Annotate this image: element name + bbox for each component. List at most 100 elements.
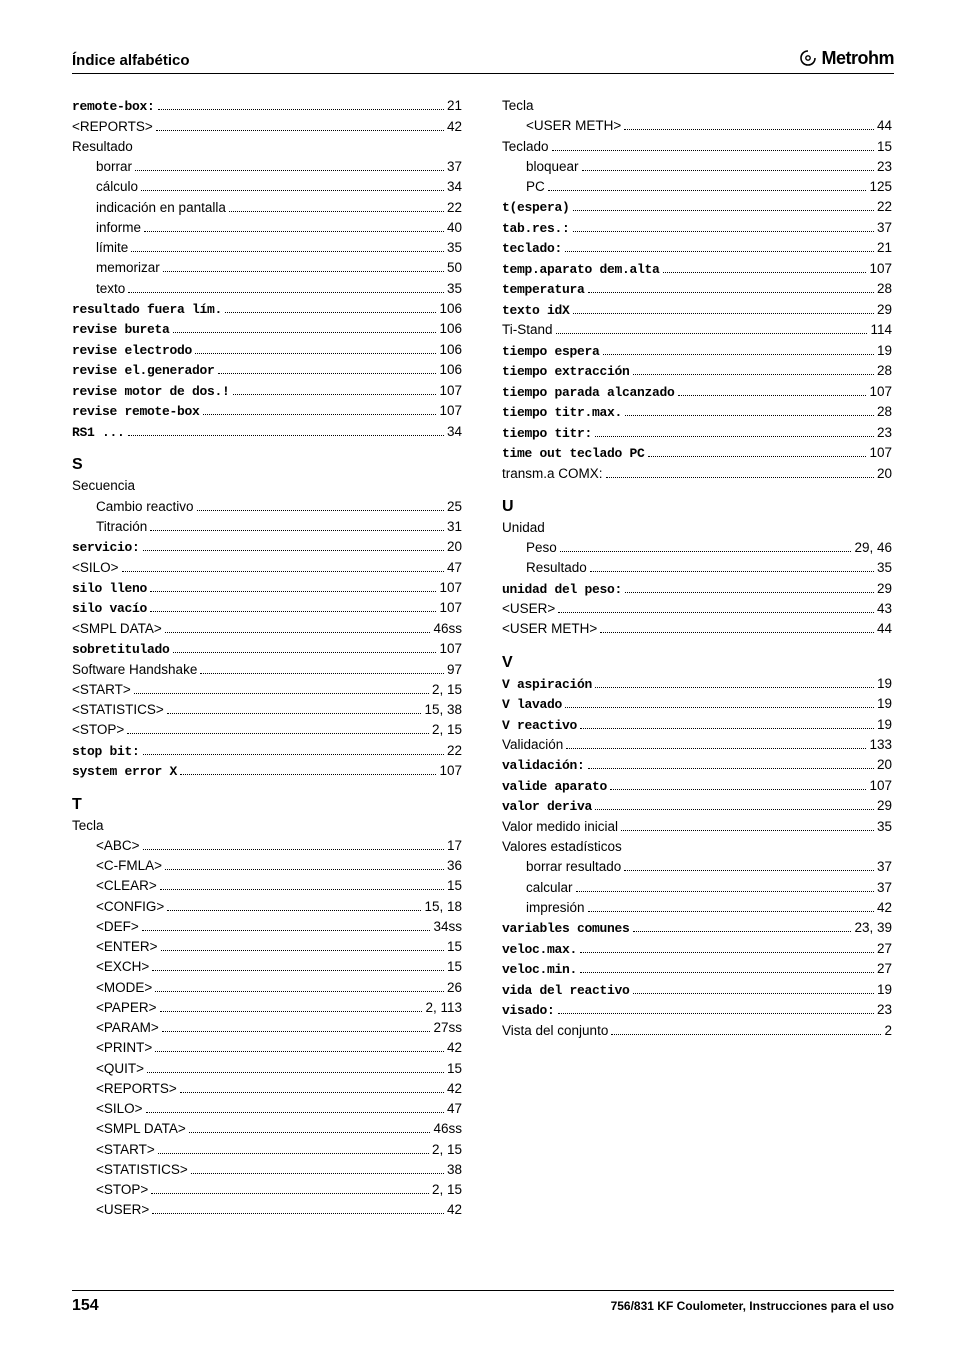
- leader-dots: [173, 332, 437, 333]
- leader-dots: [155, 1051, 444, 1052]
- leader-dots: [558, 612, 874, 613]
- index-entry: Unidad: [502, 518, 892, 538]
- index-entry: <CONFIG>15, 18: [72, 897, 462, 917]
- index-entry-page: 107: [439, 578, 462, 598]
- index-entry-label: <START>: [72, 680, 131, 700]
- index-entry-label: Titración: [96, 517, 147, 537]
- index-entry: <REPORTS>42: [72, 1079, 462, 1099]
- leader-dots: [556, 333, 868, 334]
- index-entry-page: 15, 38: [424, 700, 462, 720]
- index-entry: Secuencia: [72, 476, 462, 496]
- index-entry: <CLEAR>15: [72, 876, 462, 896]
- index-entry-page: 125: [869, 177, 892, 197]
- index-entry: <SMPL DATA>46ss: [72, 619, 462, 639]
- index-entry: Titración31: [72, 517, 462, 537]
- index-entry-page: 42: [447, 1200, 462, 1220]
- index-entry: revise el.generador106: [72, 360, 462, 381]
- index-entry-label: borrar resultado: [526, 857, 621, 877]
- leader-dots: [147, 1072, 444, 1073]
- index-entry-label: Resultado: [526, 558, 587, 578]
- index-entry-label: Vista del conjunto: [502, 1021, 608, 1041]
- leader-dots: [566, 748, 866, 749]
- index-entry: time out teclado PC107: [502, 443, 892, 464]
- index-entry-label: <DEF>: [96, 917, 139, 937]
- index-entry: Resultado35: [502, 558, 892, 578]
- index-entry: tiempo espera19: [502, 341, 892, 362]
- index-entry-page: 107: [869, 382, 892, 402]
- index-entry: borrar resultado37: [502, 857, 892, 877]
- index-entry: PC125: [502, 177, 892, 197]
- leader-dots: [625, 592, 874, 593]
- index-entry: <QUIT> 15: [72, 1059, 462, 1079]
- index-entry-label: variables comunes: [502, 919, 630, 939]
- index-entry-page: 19: [877, 674, 892, 694]
- index-entry: Valores estadísticos: [502, 837, 892, 857]
- leader-dots: [610, 789, 866, 790]
- leader-dots: [158, 1153, 429, 1154]
- index-entry-label: <QUIT>: [96, 1059, 144, 1079]
- section-letter: S: [72, 456, 462, 474]
- leader-dots: [150, 611, 436, 612]
- index-entry-label: Secuencia: [72, 476, 135, 496]
- leader-dots: [588, 292, 874, 293]
- index-entry: resultado fuera lím.106: [72, 299, 462, 320]
- leader-dots: [197, 510, 444, 511]
- leader-dots: [135, 170, 444, 171]
- logo-icon: [798, 50, 818, 68]
- index-entry: Vista del conjunto2: [502, 1021, 892, 1041]
- index-entry-label: Valor medido inicial: [502, 817, 618, 837]
- index-entry: silo vacío107: [72, 598, 462, 619]
- index-entry-label: Resultado: [72, 137, 133, 157]
- index-entry: texto idX29: [502, 300, 892, 321]
- index-entry-page: 26: [447, 978, 462, 998]
- index-entry-label: tab.res.:: [502, 219, 570, 239]
- index-entry: silo lleno107: [72, 578, 462, 599]
- index-entry-page: 36: [447, 856, 462, 876]
- index-entry-label: <REPORTS>: [72, 117, 153, 137]
- index-entry-label: tiempo titr:: [502, 424, 592, 444]
- index-entry-page: 107: [439, 401, 462, 421]
- index-entry: visado:23: [502, 1000, 892, 1021]
- leader-dots: [625, 415, 874, 416]
- index-entry: Ti-Stand114: [502, 320, 892, 340]
- index-entry-label: stop bit:: [72, 742, 140, 762]
- index-entry-page: 107: [869, 259, 892, 279]
- index-entry-page: 19: [877, 715, 892, 735]
- index-entry-page: 23: [877, 423, 892, 443]
- index-entry-page: 15, 18: [424, 897, 462, 917]
- header-title: Índice alfabético: [72, 52, 190, 69]
- index-entry-label: veloc.max.: [502, 940, 577, 960]
- index-entry-label: teclado:: [502, 239, 562, 259]
- leader-dots: [595, 809, 874, 810]
- leader-dots: [162, 1031, 431, 1032]
- index-entry-label: servicio:: [72, 538, 140, 558]
- index-entry: veloc.min.27: [502, 959, 892, 980]
- index-entry-page: 17: [447, 836, 462, 856]
- index-entry-page: 19: [877, 694, 892, 714]
- leader-dots: [548, 190, 867, 191]
- index-entry-page: 106: [439, 299, 462, 319]
- leader-dots: [573, 231, 874, 232]
- index-entry: <STATISTICS>15, 38: [72, 700, 462, 720]
- index-entry-page: 15: [877, 137, 892, 157]
- index-entry-label: Cambio reactivo: [96, 497, 194, 517]
- index-entry: Peso29, 46: [502, 538, 892, 558]
- leader-dots: [606, 477, 874, 478]
- leader-dots: [565, 251, 874, 252]
- index-entry: Tecla: [502, 96, 892, 116]
- index-entry-page: 107: [439, 381, 462, 401]
- index-entry: <SILO>47: [72, 1099, 462, 1119]
- index-entry: <SMPL DATA>46ss: [72, 1119, 462, 1139]
- index-entry-label: sobretitulado: [72, 640, 170, 660]
- index-entry: límite35: [72, 238, 462, 258]
- index-entry-label: <USER METH>: [502, 619, 597, 639]
- leader-dots: [173, 652, 437, 653]
- index-entry: <REPORTS>42: [72, 117, 462, 137]
- index-entry: validación:20: [502, 755, 892, 776]
- index-entry-page: 107: [439, 761, 462, 781]
- index-entry-page: 15: [447, 1059, 462, 1079]
- index-entry-label: impresión: [526, 898, 585, 918]
- index-entry: unidad del peso:29: [502, 579, 892, 600]
- index-entry-page: 28: [877, 361, 892, 381]
- index-entry-page: 38: [447, 1160, 462, 1180]
